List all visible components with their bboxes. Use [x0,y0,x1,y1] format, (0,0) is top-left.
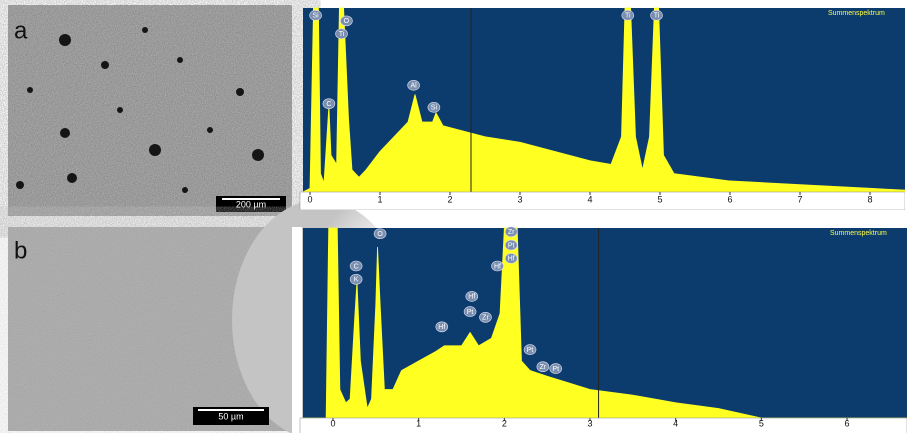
peak-label: O [344,18,350,25]
x-tick-label: 4 [587,194,592,204]
x-tick-label: 7 [797,194,802,204]
peak-label: Zr [508,229,515,236]
legend-text: Summenspektrum [830,230,887,237]
peak-label: Pt [527,347,534,354]
peak-label: Pt [508,242,515,249]
peak-label: Ti [339,31,345,38]
x-tick-label: 0 [307,194,312,204]
peak-label: Zr [540,364,547,371]
x-tick-label: 2 [447,194,452,204]
peak-label: Si [431,105,438,112]
x-tick-label: 6 [727,194,732,204]
figure: a 200 µm b 50 µm 0 1 2 3 4 5 6 7 8 Summenspektrum… [0,0,907,433]
peak-label: Hf [508,256,515,263]
x-tick-label: 1 [377,194,382,204]
peak-label: Hf [468,294,475,301]
x-tick-label: 5 [759,418,764,428]
peak-label: Ti [625,13,631,20]
x-tick-label: 1 [416,418,421,428]
scale-bar: 50 µm [218,411,243,421]
panel-label: b [14,237,27,264]
x-tick-label: 3 [587,418,592,428]
x-tick-label: 3 [517,194,522,204]
x-tick-label: 0 [330,418,335,428]
peak-label: O [377,231,383,238]
x-tick-label: 5 [657,194,662,204]
peak-label: Hf [494,263,501,270]
peak-label: Al [410,83,417,90]
scale-bar: 200 µm [236,199,266,209]
peak-label: C [326,101,331,108]
legend-text: Summenspektrum [828,10,885,17]
peak-label: Zr [482,315,489,322]
peak-label: Ti [654,13,660,20]
peak-label: K [354,277,359,284]
spectrum-chart: 0 1 2 3 4 5 6 Summenspektrum O CK Hf Hf Pt Zr Hf Zr Pt Hf… [300,227,907,433]
peak-label: C [354,263,359,270]
axis-strip [300,192,905,210]
peak-label: Si [312,13,319,20]
peak-label: Pt [467,309,474,316]
peak-label: Hf [438,324,445,331]
x-tick-label: 4 [673,418,678,428]
spectrum-chart: 0 1 2 3 4 5 6 7 8 Summenspektrum Si O Ti C Al Si Ti Ti [300,8,905,210]
panel-label: a [14,17,28,44]
x-tick-label: 2 [502,418,507,428]
peak-label: Pt [552,366,559,373]
x-tick-label: 8 [867,194,872,204]
x-tick-label: 6 [845,418,850,428]
page: {"panels":[{"label":"a","scale_bar":"200… [0,0,907,433]
axis-strip [300,418,907,433]
sem-image-a: a 200 µm [8,5,292,216]
